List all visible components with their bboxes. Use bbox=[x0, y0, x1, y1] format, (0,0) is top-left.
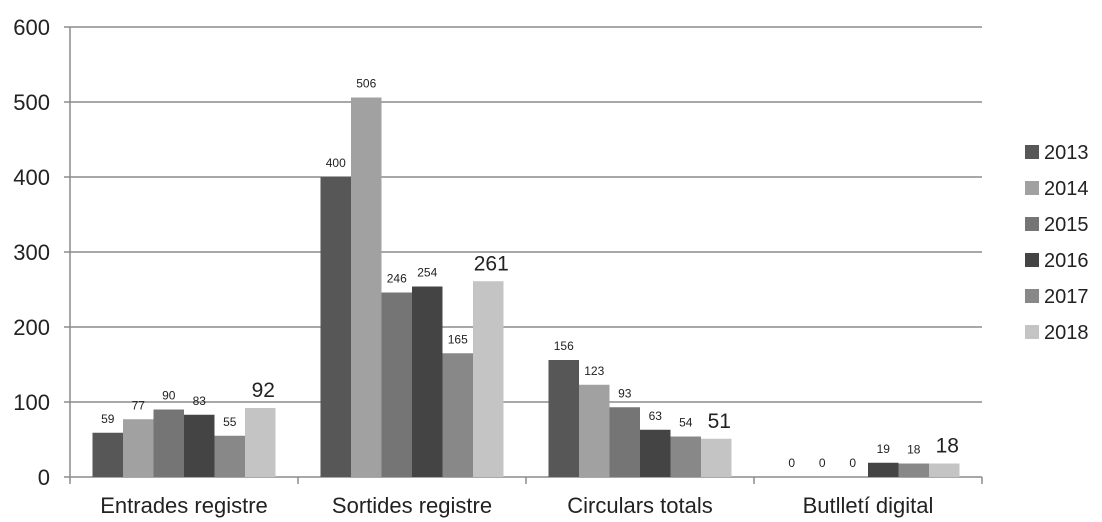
bar bbox=[898, 463, 929, 477]
legend-swatch bbox=[1025, 217, 1039, 231]
x-tick-label: Entrades registre bbox=[100, 493, 268, 518]
data-label: 54 bbox=[679, 416, 693, 430]
bar bbox=[351, 97, 382, 477]
y-tick-label: 300 bbox=[13, 240, 50, 265]
bar bbox=[609, 407, 640, 477]
bar bbox=[670, 436, 701, 477]
data-label: 19 bbox=[877, 442, 891, 456]
legend-swatch bbox=[1025, 325, 1039, 339]
x-axis-ticks: Entrades registre Sortides registre Circul… bbox=[100, 493, 933, 518]
data-label: 506 bbox=[356, 77, 376, 91]
data-label: 59 bbox=[101, 412, 115, 426]
bar bbox=[214, 435, 245, 477]
legend: 2013 2014 2015 2016 2017 2018 bbox=[1025, 142, 1089, 344]
legend-swatch bbox=[1025, 181, 1039, 195]
data-label: 246 bbox=[387, 272, 407, 286]
bar bbox=[442, 353, 473, 477]
bar bbox=[245, 408, 276, 477]
y-tick-label: 400 bbox=[13, 165, 50, 190]
data-label: 254 bbox=[417, 266, 437, 280]
data-label: 261 bbox=[474, 252, 509, 275]
data-label: 156 bbox=[554, 339, 574, 353]
y-tick-label: 200 bbox=[13, 315, 50, 340]
data-label: 0 bbox=[788, 456, 795, 470]
gridlines bbox=[70, 26, 982, 403]
bar bbox=[123, 419, 154, 477]
data-label: 90 bbox=[162, 389, 176, 403]
bar bbox=[412, 286, 443, 477]
data-label: 0 bbox=[849, 456, 856, 470]
bar bbox=[548, 360, 579, 477]
legend-label: 2018 bbox=[1044, 322, 1089, 344]
y-tick-label: 600 bbox=[13, 15, 50, 40]
data-label: 0 bbox=[819, 456, 826, 470]
legend-label: 2013 bbox=[1044, 142, 1089, 164]
bars bbox=[92, 97, 960, 477]
y-tick-label: 500 bbox=[13, 90, 50, 115]
bar bbox=[473, 281, 504, 477]
data-label: 400 bbox=[326, 156, 346, 170]
data-label: 18 bbox=[907, 443, 921, 457]
legend-swatch bbox=[1025, 145, 1039, 159]
bar bbox=[579, 384, 610, 477]
y-tick-label: 100 bbox=[13, 390, 50, 415]
legend-label: 2016 bbox=[1044, 250, 1089, 272]
data-label: 92 bbox=[252, 379, 275, 402]
data-labels: 59 77 90 83 55 92 400 506 246 254 165 261 156 123 93 63… bbox=[101, 77, 959, 471]
legend-swatch bbox=[1025, 289, 1039, 303]
data-label: 18 bbox=[936, 435, 959, 458]
bar bbox=[381, 292, 412, 477]
bar bbox=[701, 438, 732, 477]
legend-label: 2014 bbox=[1044, 178, 1089, 200]
legend-swatch bbox=[1025, 253, 1039, 267]
x-tick-label: Sortides registre bbox=[332, 493, 492, 518]
data-label: 55 bbox=[223, 415, 237, 429]
data-label: 51 bbox=[708, 410, 731, 433]
legend-label: 2017 bbox=[1044, 286, 1089, 308]
x-tick-label: Circulars totals bbox=[567, 493, 712, 518]
data-label: 63 bbox=[649, 409, 663, 423]
y-axis-ticks: 0 100 200 300 400 500 600 bbox=[13, 15, 50, 490]
data-label: 83 bbox=[193, 394, 207, 408]
bar bbox=[640, 429, 671, 477]
data-label: 123 bbox=[584, 364, 604, 378]
x-tick-label: Butlletí digital bbox=[803, 493, 934, 518]
legend-label: 2015 bbox=[1044, 214, 1089, 236]
bar bbox=[153, 409, 184, 477]
bar bbox=[184, 414, 215, 477]
data-label: 93 bbox=[618, 386, 632, 400]
bar bbox=[92, 432, 123, 477]
bar bbox=[320, 177, 351, 477]
y-tick-label: 0 bbox=[38, 465, 50, 490]
bar bbox=[868, 462, 899, 477]
data-label: 165 bbox=[448, 332, 468, 346]
data-label: 77 bbox=[132, 398, 146, 412]
bar bbox=[929, 463, 960, 477]
